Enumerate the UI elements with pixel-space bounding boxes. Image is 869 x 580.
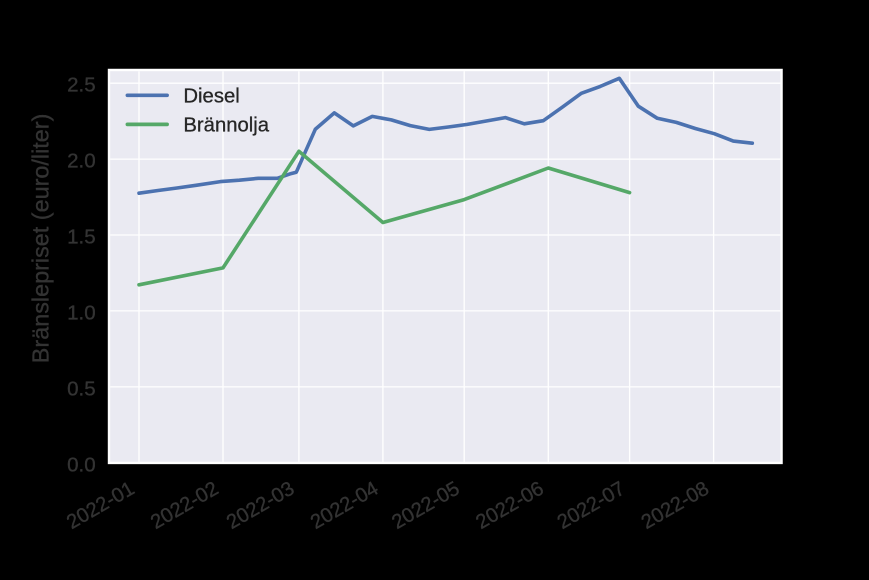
svg-text:2022-01: 2022-01	[63, 478, 138, 534]
svg-text:2022-07: 2022-07	[554, 478, 629, 534]
svg-text:2022-06: 2022-06	[472, 478, 547, 534]
svg-text:2.0: 2.0	[67, 150, 96, 173]
svg-text:2022-03: 2022-03	[223, 478, 298, 534]
svg-text:Bränslepriset (euro/liter): Bränslepriset (euro/liter)	[28, 114, 54, 364]
svg-text:2022-02: 2022-02	[147, 478, 222, 534]
svg-text:0.0: 0.0	[67, 453, 96, 476]
svg-text:2022-08: 2022-08	[638, 478, 713, 534]
svg-text:0.5: 0.5	[67, 377, 96, 400]
svg-text:Diesel: Diesel	[183, 85, 239, 107]
svg-text:1.5: 1.5	[67, 226, 96, 249]
svg-text:2022-05: 2022-05	[388, 478, 463, 534]
svg-text:2022-04: 2022-04	[307, 478, 382, 534]
svg-text:Brännolja: Brännolja	[183, 115, 269, 137]
svg-text:2.5: 2.5	[67, 74, 96, 97]
svg-text:1.0: 1.0	[67, 301, 96, 324]
